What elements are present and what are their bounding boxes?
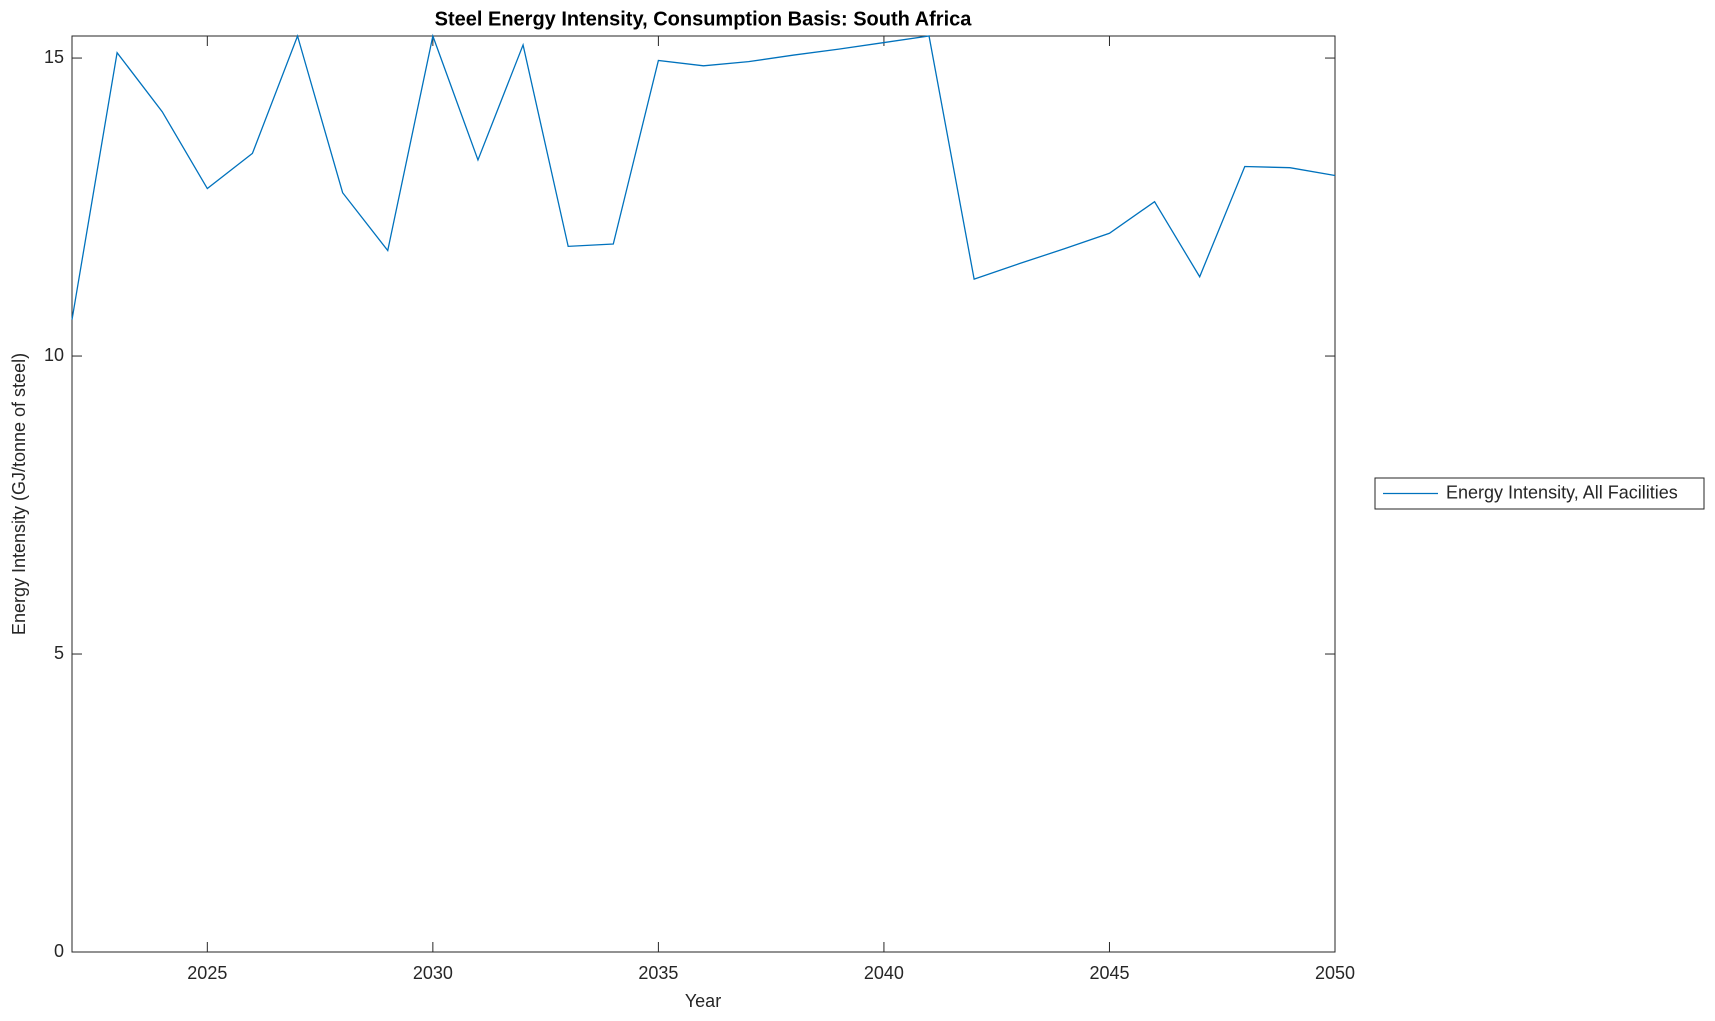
y-tick-label: 5 (54, 643, 64, 663)
y-tick-label: 10 (44, 345, 64, 365)
y-tick-label: 15 (44, 47, 64, 67)
chart-title: Steel Energy Intensity, Consumption Basi… (435, 8, 973, 30)
x-tick-label: 2035 (638, 963, 678, 983)
x-tick-label: 2050 (1315, 963, 1355, 983)
legend-label: Energy Intensity, All Facilities (1446, 482, 1678, 502)
plot-area (71, 35, 1336, 953)
x-axis-label: Year (685, 991, 721, 1011)
x-tick-label: 2030 (413, 963, 453, 983)
series-line (71, 33, 1336, 320)
x-tick-label: 2045 (1089, 963, 1129, 983)
y-tick-label: 0 (54, 941, 64, 961)
y-axis-label: Energy Intensity (GJ/tonne of steel) (9, 353, 29, 635)
x-tick-label: 2025 (187, 963, 227, 983)
x-tick-label: 2040 (864, 963, 904, 983)
